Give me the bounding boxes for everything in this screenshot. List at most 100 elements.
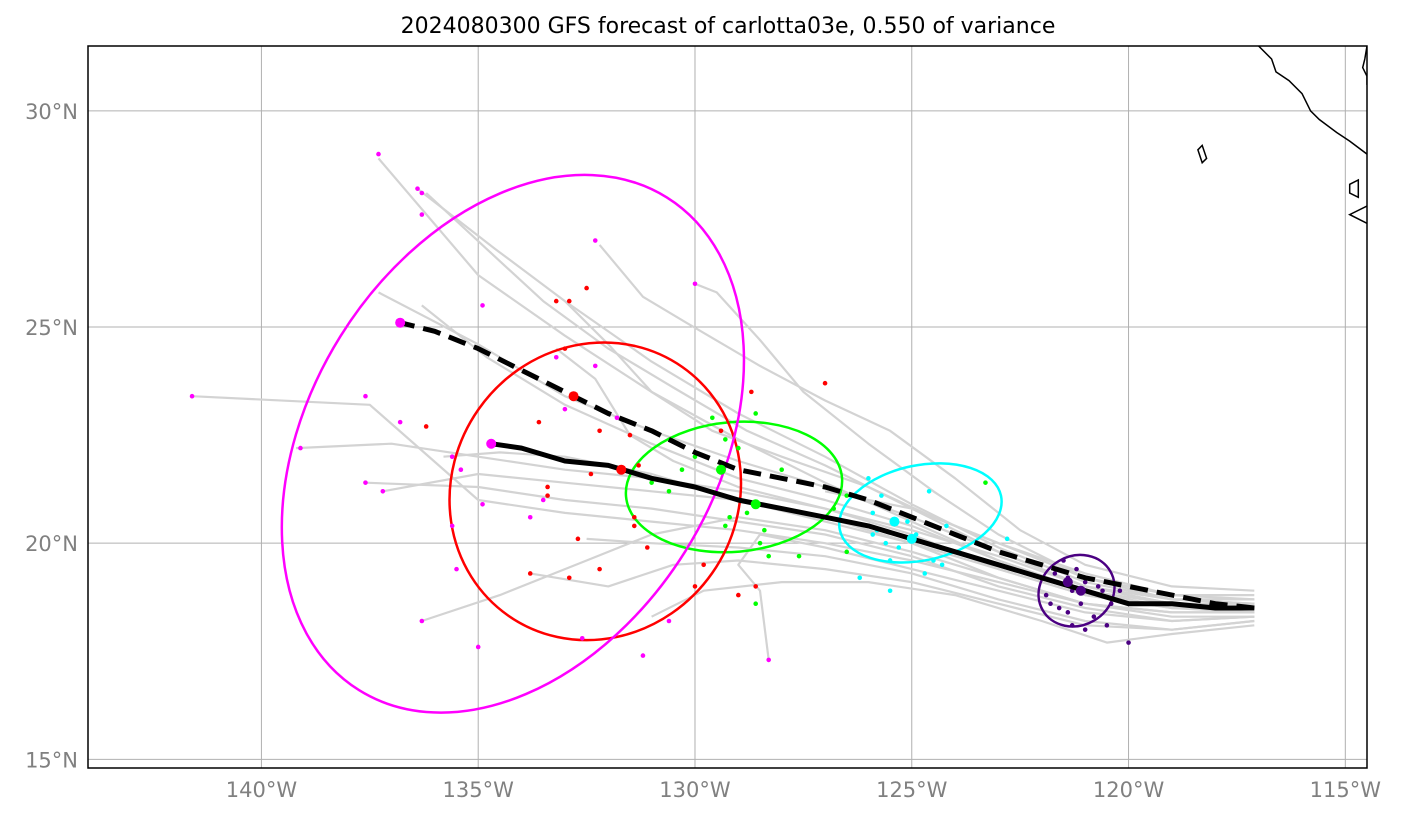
member-point xyxy=(1052,571,1058,576)
plot-area: 140°W 135°W 130°W 125°W 120°W 115°W 30°N 25°N 20… xyxy=(25,45,1381,802)
member-point xyxy=(879,493,884,498)
member-point xyxy=(449,454,455,460)
member-point xyxy=(866,476,871,481)
member-point xyxy=(1074,566,1079,572)
member-point xyxy=(566,575,572,581)
member-point xyxy=(562,406,568,412)
member-point xyxy=(1056,605,1062,611)
member-point xyxy=(597,428,602,434)
member-point xyxy=(631,523,637,529)
ensemble-track-12 xyxy=(586,537,1255,631)
member-point xyxy=(1091,614,1097,619)
member-point xyxy=(419,212,425,217)
coastline-segment-2 xyxy=(1348,205,1367,224)
member-point xyxy=(1104,623,1110,628)
member-point xyxy=(1082,579,1088,585)
member-point xyxy=(540,497,546,503)
member-point xyxy=(887,558,893,563)
member-point xyxy=(1078,601,1084,607)
tick-label-lat: 20°N xyxy=(25,532,78,556)
member-point xyxy=(597,566,602,572)
member-point xyxy=(363,393,368,399)
member-point xyxy=(666,489,672,494)
member-point xyxy=(762,527,767,533)
member-point xyxy=(419,618,425,624)
member-point xyxy=(926,489,932,494)
uncertainty-ellipse-1 xyxy=(838,462,1003,564)
member-point xyxy=(627,432,633,438)
member-point xyxy=(766,553,771,559)
map-title: 2024080300 GFS forecast of carlotta03e, … xyxy=(401,14,1056,39)
member-point xyxy=(592,363,598,369)
forecast-marker-1 xyxy=(616,464,627,475)
member-point xyxy=(692,584,698,589)
tick-label-lon: 135°W xyxy=(443,778,515,802)
member-point xyxy=(458,467,464,472)
map-layers xyxy=(189,46,1367,714)
member-point xyxy=(1126,640,1131,645)
forecast-marker-4 xyxy=(1075,585,1086,596)
ensemble-track-16 xyxy=(421,516,1255,623)
forecast-marker-6 xyxy=(568,391,579,402)
member-point xyxy=(692,281,698,287)
member-point xyxy=(723,437,728,442)
ensemble-track-6 xyxy=(598,244,1255,592)
member-point xyxy=(710,415,715,421)
member-point xyxy=(480,501,485,507)
member-point xyxy=(588,471,594,477)
coastline xyxy=(1197,46,1367,224)
member-point xyxy=(844,549,850,555)
member-point xyxy=(527,571,533,576)
forecast-marker-8 xyxy=(889,516,900,527)
member-point xyxy=(779,467,784,472)
member-point xyxy=(545,484,550,490)
member-point xyxy=(857,575,863,581)
member-point xyxy=(189,393,195,399)
member-point xyxy=(831,506,837,511)
member-point xyxy=(701,562,706,568)
member-point xyxy=(766,657,771,663)
member-point xyxy=(614,415,620,421)
forecast-marker-2 xyxy=(750,499,761,510)
member-point xyxy=(944,523,949,529)
member-point xyxy=(1069,623,1075,628)
member-point xyxy=(1095,584,1101,589)
member-point xyxy=(575,536,581,542)
uncertainty-ellipse-4 xyxy=(280,173,746,714)
tick-label-lat: 30°N xyxy=(25,100,78,124)
tick-label-lon: 140°W xyxy=(226,778,298,802)
member-point xyxy=(363,480,368,485)
member-point xyxy=(870,510,876,516)
uncertainty-ellipse-3 xyxy=(448,341,743,642)
member-point xyxy=(1065,610,1071,615)
ensemble-track-14 xyxy=(651,580,1255,644)
member-point xyxy=(553,298,559,304)
uncertainty-ellipses xyxy=(280,173,1116,714)
forecast-marker-3 xyxy=(906,533,917,544)
member-point xyxy=(1048,601,1053,607)
member-point xyxy=(1117,588,1123,594)
ensemble-track-15 xyxy=(737,533,1255,661)
forecast-marker-0 xyxy=(486,438,497,449)
member-point xyxy=(679,467,685,472)
ensemble-tracks xyxy=(192,157,1255,661)
member-point xyxy=(736,445,741,451)
member-point xyxy=(822,380,828,386)
member-point xyxy=(727,514,732,520)
member-point xyxy=(736,592,741,598)
member-point xyxy=(545,493,550,498)
member-point xyxy=(397,419,403,425)
mean-forecast-track xyxy=(490,441,1255,611)
tick-label-lon: 125°W xyxy=(876,778,948,802)
member-point xyxy=(692,454,698,460)
official-forecast-track xyxy=(399,320,1255,611)
member-point xyxy=(562,346,568,351)
member-point xyxy=(566,298,572,304)
member-point xyxy=(887,588,893,594)
member-point xyxy=(592,238,598,243)
member-point xyxy=(796,553,802,559)
mean-tracks xyxy=(399,320,1255,611)
member-point xyxy=(723,523,728,529)
